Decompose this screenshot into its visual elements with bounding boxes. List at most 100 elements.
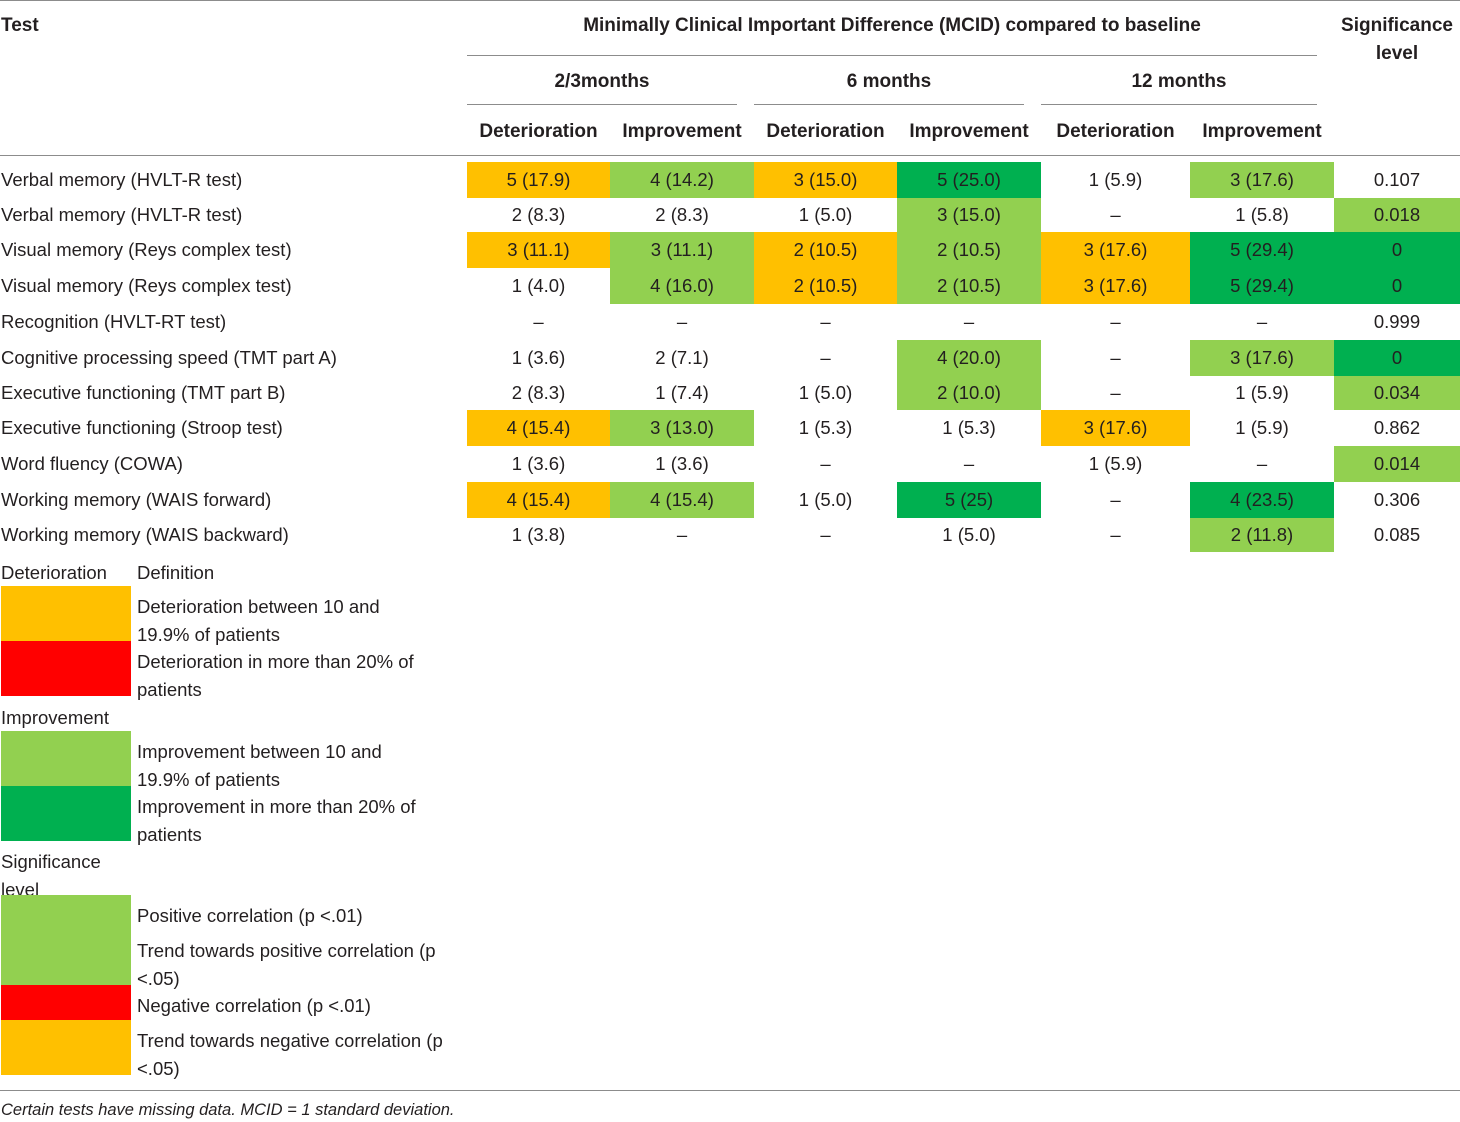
legend-neg-trend: Trend towards negative correlation (p <.… (137, 1030, 443, 1079)
table-cell: 1 (5.9) (1235, 417, 1289, 438)
table-cell: 1 (5.9) (1088, 453, 1143, 474)
header-mcid: Minimally Clinical Important Difference … (583, 15, 1201, 36)
table-cell: 1 (5.8) (1235, 204, 1289, 225)
table-cell: 2 (8.3) (511, 382, 566, 403)
table-cell: 3 (11.1) (610, 232, 754, 268)
row-test-label: Recognition (HVLT-RT test) (1, 311, 227, 332)
legend-swatch-red (1, 641, 131, 696)
table-cell: – (820, 347, 831, 368)
table-cell: 3 (17.6) (1041, 410, 1190, 446)
significance-cell: 0.862 (1373, 417, 1421, 438)
sub-improvement-1: Improvement (622, 121, 742, 142)
table-cell: – (1110, 524, 1121, 545)
legend-swatch-orange (1, 586, 131, 641)
period-6-months: 6 months (846, 71, 932, 92)
table-cell: 1 (5.9) (1235, 382, 1289, 403)
row-test-label: Word fluency (COWA) (1, 453, 183, 474)
legend-swatch-significance-red (1, 985, 131, 1020)
table-cell: – (1110, 489, 1121, 510)
period-12-months: 12 months (1131, 71, 1227, 92)
significance-cell: 0.306 (1373, 489, 1421, 510)
legend-det-20: Deterioration in more than 20% of patien… (137, 651, 414, 700)
legend-significance-title: Significance level (1, 851, 101, 895)
table-cell: – (1256, 453, 1268, 474)
table-cell: 5 (29.4) (1190, 268, 1334, 304)
significance-cell: 0.107 (1373, 169, 1421, 190)
significance-cell: 0 (1334, 268, 1460, 304)
row-test-label: Cognitive processing speed (TMT part A) (1, 347, 337, 368)
table-cell: 5 (25.0) (897, 162, 1041, 198)
table-cell: 1 (3.6) (655, 453, 709, 474)
table-cell: 3 (17.6) (1190, 162, 1334, 198)
significance-cell: 0.999 (1373, 311, 1421, 332)
significance-cell: 0 (1334, 232, 1460, 268)
table-cell: 1 (5.0) (798, 489, 853, 510)
sub-deterioration-3: Deterioration (1056, 121, 1175, 142)
table-cell: 5 (29.4) (1190, 232, 1334, 268)
table-cell: 3 (15.0) (754, 162, 897, 198)
table-cell: – (820, 311, 831, 332)
table-cell: – (1110, 204, 1121, 225)
legend-imp-20: Improvement in more than 20% of patients (137, 796, 416, 845)
sub-improvement-2: Improvement (909, 121, 1029, 142)
table-cell: – (963, 311, 975, 332)
period-rule-1 (467, 104, 737, 105)
table-cell: 3 (17.6) (1041, 268, 1190, 304)
table-cell: – (1110, 382, 1121, 403)
table-cell: 1 (5.0) (798, 382, 853, 403)
table-cell: 1 (7.4) (655, 382, 709, 403)
bottom-rule (0, 1090, 1460, 1091)
table-cell: 2 (10.5) (754, 268, 897, 304)
legend-pos-trend: Trend towards positive correlation (p <.… (137, 940, 436, 989)
table-cell: 2 (7.1) (655, 347, 709, 368)
mcid-rule (467, 55, 1317, 56)
table-cell: 3 (11.1) (467, 232, 610, 268)
table-cell: 1 (5.0) (798, 204, 853, 225)
legend-improvement-title: Improvement (1, 707, 109, 728)
legend-swatch-significance-green (1, 895, 131, 985)
significance-cell: 0.018 (1334, 198, 1460, 232)
legend-swatch-significance-orange (1, 1020, 131, 1075)
table-cell: 3 (13.0) (610, 410, 754, 446)
significance-cell: 0.085 (1373, 524, 1421, 545)
table-cell: 1 (3.6) (511, 347, 566, 368)
row-test-label: Verbal memory (HVLT-R test) (1, 169, 243, 190)
table-cell: 3 (17.6) (1041, 232, 1190, 268)
table-cell: 2 (10.0) (897, 376, 1041, 410)
row-test-label: Executive functioning (Stroop test) (1, 417, 283, 438)
table-cell: 4 (15.4) (467, 410, 610, 446)
table-cell: 2 (8.3) (655, 204, 709, 225)
table-cell: 1 (5.3) (798, 417, 853, 438)
table-cell: 4 (15.4) (467, 482, 610, 518)
table-cell: – (963, 453, 975, 474)
legend-neg-corr: Negative correlation (p <.01) (137, 995, 371, 1016)
header-test: Test (1, 15, 39, 36)
row-test-label: Verbal memory (HVLT-R test) (1, 204, 243, 225)
table-cell: 2 (10.5) (754, 232, 897, 268)
row-test-label: Working memory (WAIS backward) (1, 524, 289, 545)
table-cell: 5 (25) (897, 482, 1041, 518)
table-cell: 1 (5.3) (942, 417, 996, 438)
table-cell: 1 (5.0) (942, 524, 996, 545)
table-cell: 4 (14.2) (610, 162, 754, 198)
table-cell: 4 (15.4) (610, 482, 754, 518)
legend-swatch-dark-green (1, 786, 131, 841)
table-cell: 1 (5.9) (1088, 169, 1143, 190)
table-cell: 1 (3.8) (511, 524, 566, 545)
sub-improvement-3: Improvement (1202, 121, 1322, 142)
row-test-label: Visual memory (Reys complex test) (1, 275, 292, 296)
table-cell: 2 (11.8) (1190, 518, 1334, 552)
header-significance-line2: level (1375, 43, 1419, 64)
table-cell: 5 (17.9) (467, 162, 610, 198)
legend-imp-10-19: Improvement between 10 and 19.9% of pati… (137, 741, 382, 790)
table-cell: 2 (8.3) (511, 204, 566, 225)
row-test-label: Working memory (WAIS forward) (1, 489, 272, 510)
period-2-3-months: 2/3months (554, 71, 650, 92)
footnote: Certain tests have missing data. MCID = … (1, 1101, 455, 1119)
table-cell: 2 (10.5) (897, 232, 1041, 268)
header-bottom-rule (0, 155, 1460, 156)
sub-deterioration-1: Deterioration (479, 121, 598, 142)
table-cell: 2 (10.5) (897, 268, 1041, 304)
table-cell: 3 (15.0) (897, 198, 1041, 232)
legend-swatch-light-green (1, 731, 131, 786)
